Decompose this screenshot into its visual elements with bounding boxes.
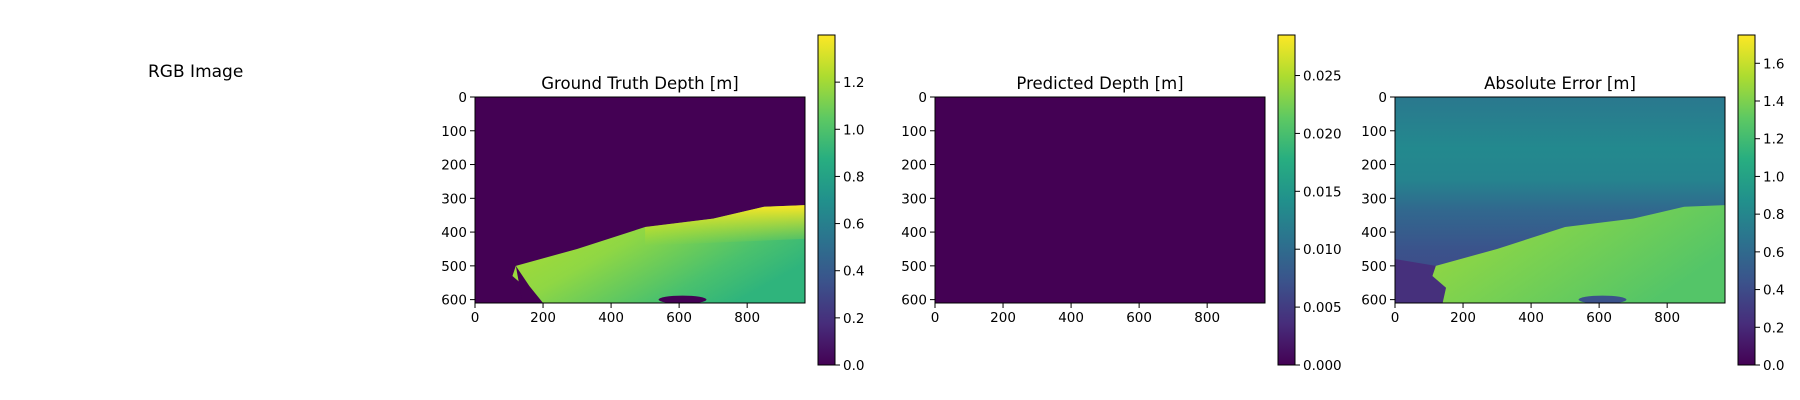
- y-tick-label: 500: [1361, 259, 1387, 275]
- y-tick-label: 600: [901, 293, 927, 309]
- colorbar-tick-label: 1.2: [843, 75, 864, 91]
- axes-frame: [934, 96, 1266, 304]
- x-tick-label: 0: [471, 310, 480, 326]
- heatmap-image: [475, 97, 805, 303]
- colorbar-tick-label: 1.2: [1763, 132, 1784, 148]
- depth-hole: [658, 295, 707, 303]
- colorbar-frame: [1277, 34, 1296, 366]
- y-tick-label: 300: [1361, 191, 1387, 207]
- heatmap-image: [1395, 97, 1725, 303]
- x-tick-label: 400: [1518, 310, 1544, 326]
- y-tick-label: 500: [441, 259, 467, 275]
- y-tick-label: 500: [901, 259, 927, 275]
- y-tick-label: 600: [441, 293, 467, 309]
- colorbar-tick-label: 0.6: [843, 217, 864, 233]
- colorbar-gradient: [818, 35, 835, 365]
- colorbar-tick-label: 0.0: [843, 358, 864, 374]
- y-tick-label: 200: [901, 158, 927, 174]
- colorbar-frame: [817, 34, 836, 366]
- x-tick-label: 400: [1058, 310, 1084, 326]
- error-hole: [1578, 295, 1627, 303]
- x-tick-label: 600: [666, 310, 692, 326]
- colorbar-tick-label: 0.4: [843, 264, 864, 280]
- error-region: [1432, 205, 1725, 303]
- colorbar-tick-label: 0.000: [1303, 358, 1342, 374]
- y-tick-label: 100: [901, 124, 927, 140]
- x-tick-label: 800: [1654, 310, 1680, 326]
- y-tick-label: 0: [918, 90, 927, 106]
- x-tick-label: 0: [1391, 310, 1400, 326]
- panel-1: Ground Truth Depth [m] 0 200 400 600 800 0 100 2…: [441, 34, 864, 374]
- y-tick-label: 100: [441, 124, 467, 140]
- colorbar-tick-label: 1.0: [1763, 169, 1784, 185]
- y-tick-label: 200: [441, 158, 467, 174]
- y-tick-label: 0: [458, 90, 467, 106]
- x-tick-label: 600: [1126, 310, 1152, 326]
- y-tick-label: 0: [1378, 90, 1387, 106]
- colorbar-frame: [1737, 34, 1756, 366]
- x-tick-label: 200: [990, 310, 1016, 326]
- colorbar-tick-label: 0.6: [1763, 245, 1784, 261]
- axes-frame: [474, 96, 806, 304]
- colorbar-tick-label: 0.2: [843, 311, 864, 327]
- colorbar-tick-label: 0.8: [843, 169, 864, 185]
- depth-shadow: [515, 265, 544, 303]
- panel-title: Absolute Error [m]: [1484, 74, 1636, 93]
- depth-region-edge: [645, 205, 805, 246]
- colorbar-tick-label: 0.4: [1763, 283, 1784, 299]
- x-tick-label: 800: [1194, 310, 1220, 326]
- heatmap-panels: Ground Truth Depth [m] 0 200 400 600 800 0 100 2…: [441, 34, 1784, 374]
- x-tick-label: 800: [734, 310, 760, 326]
- y-tick-label: 200: [1361, 158, 1387, 174]
- rgb-image-title: RGB Image: [148, 62, 244, 82]
- heatmap-image: [935, 97, 1265, 303]
- y-tick-label: 600: [1361, 293, 1387, 309]
- colorbar-gradient: [1278, 35, 1295, 365]
- colorbar-gradient: [1738, 35, 1755, 365]
- panel-2: Predicted Depth [m] 0 200 400 600 800 0 100 200 3…: [901, 34, 1342, 374]
- colorbar-tick-label: 0.020: [1303, 126, 1342, 142]
- y-tick-label: 300: [901, 191, 927, 207]
- colorbar-tick-label: 0.025: [1303, 69, 1342, 85]
- y-tick-label: 100: [1361, 124, 1387, 140]
- colorbar-tick-label: 0.8: [1763, 207, 1784, 223]
- prediction-fill: [935, 97, 1265, 303]
- axes-frame: [1394, 96, 1726, 304]
- colorbar-tick-label: 0.015: [1303, 184, 1342, 200]
- x-tick-label: 200: [1450, 310, 1476, 326]
- colorbar-tick-label: 0.005: [1303, 300, 1342, 316]
- panel-3: Absolute Error [m] 0 200 400 600 800 0 100 200 30…: [1361, 34, 1784, 374]
- x-tick-label: 0: [931, 310, 940, 326]
- colorbar-tick-label: 0.010: [1303, 242, 1342, 258]
- colorbar-tick-label: 1.6: [1763, 56, 1784, 72]
- panel-title: Predicted Depth [m]: [1016, 74, 1183, 93]
- y-tick-label: 300: [441, 191, 467, 207]
- colorbar-tick-label: 0.0: [1763, 358, 1784, 374]
- y-tick-label: 400: [901, 225, 927, 241]
- y-tick-label: 400: [441, 225, 467, 241]
- colorbar-tick-label: 0.2: [1763, 320, 1784, 336]
- panel-title: Ground Truth Depth [m]: [541, 74, 738, 93]
- x-tick-label: 200: [530, 310, 556, 326]
- x-tick-label: 600: [1586, 310, 1612, 326]
- x-tick-label: 400: [598, 310, 624, 326]
- colorbar-tick-label: 1.4: [1763, 94, 1784, 110]
- y-tick-label: 400: [1361, 225, 1387, 241]
- colorbar-tick-label: 1.0: [843, 122, 864, 138]
